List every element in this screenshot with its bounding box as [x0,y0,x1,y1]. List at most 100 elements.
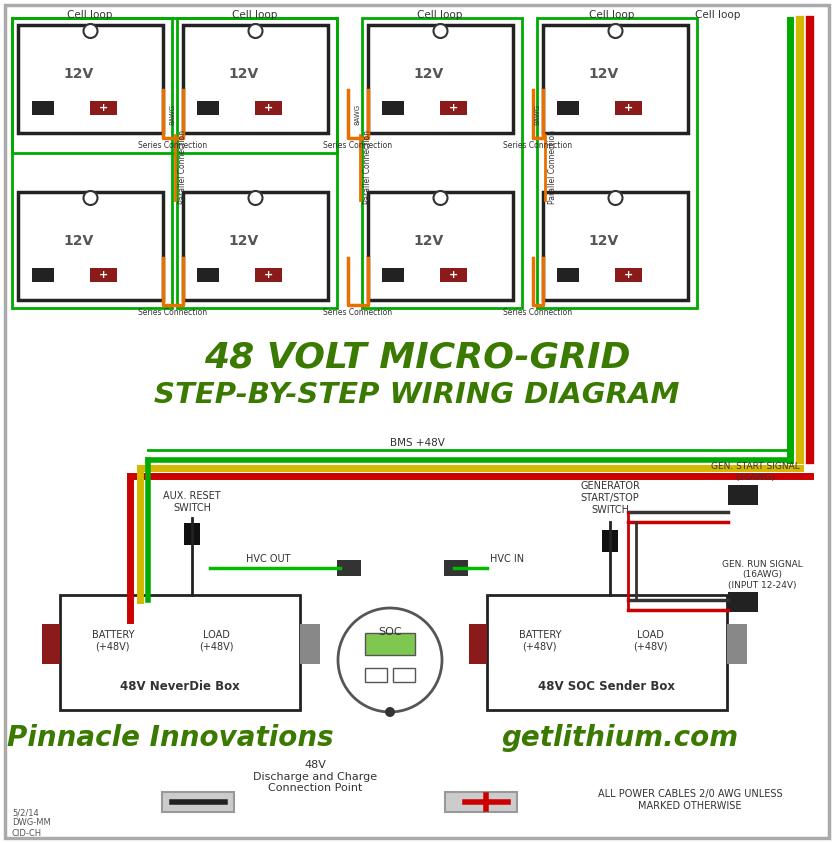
Text: STEP-BY-STEP WIRING DIAGRAM: STEP-BY-STEP WIRING DIAGRAM [154,381,680,409]
Bar [91,267,117,282]
Bar [543,25,688,133]
Bar [300,624,320,664]
Circle shape [609,24,622,38]
Text: Parallel Connection: Parallel Connection [363,131,372,205]
Bar [18,192,163,300]
Text: SOC: SOC [378,627,402,637]
Bar [91,100,117,115]
Text: 48V NeverDie Box: 48V NeverDie Box [120,680,240,694]
Text: Series Connection: Series Connection [504,141,573,150]
Text: 8AWG: 8AWG [170,104,176,125]
Bar [368,192,513,300]
Bar [162,792,234,812]
Text: LOAD
(+48V): LOAD (+48V) [198,631,234,652]
Text: Series Connection: Series Connection [324,141,393,150]
Text: Cell loop: Cell loop [590,10,635,20]
Bar [440,267,466,282]
Bar [440,100,466,115]
Text: 48V
Discharge and Charge
Connection Point: 48V Discharge and Charge Connection Poin… [253,760,377,793]
Text: 12V: 12V [229,67,259,81]
Text: Pinnacle Innovations: Pinnacle Innovations [7,724,334,752]
Text: 48 VOLT MICRO-GRID: 48 VOLT MICRO-GRID [203,341,631,375]
Text: GEN. START SIGNAL
(20AWG): GEN. START SIGNAL (20AWG) [711,462,799,481]
Text: +: + [624,103,633,113]
Bar [177,18,337,308]
Text: 12V: 12V [589,67,619,81]
Text: 8AWG: 8AWG [355,104,361,125]
Circle shape [385,707,395,717]
Circle shape [249,24,263,38]
Bar [18,25,163,133]
Bar [362,18,522,308]
Text: 12V: 12V [63,67,94,81]
Bar [365,668,387,682]
Bar [198,100,219,115]
Text: 8AWG: 8AWG [535,104,541,125]
Bar [198,267,219,282]
Text: LOAD
(+48V): LOAD (+48V) [633,631,667,652]
Circle shape [338,608,442,712]
Text: GEN. RUN SIGNAL
(16AWG)
(INPUT 12-24V): GEN. RUN SIGNAL (16AWG) (INPUT 12-24V) [721,560,802,590]
Text: Cell loop: Cell loop [233,10,278,20]
Text: getlithium.com: getlithium.com [501,724,739,752]
Bar [728,485,758,505]
Bar [33,267,54,282]
Text: Series Connection: Series Connection [138,141,208,150]
Bar [557,267,580,282]
Bar [393,668,415,682]
Text: Cell loop: Cell loop [68,10,113,20]
Bar [537,18,697,308]
Text: +: + [99,270,108,280]
Bar [12,18,172,308]
Bar [727,624,747,664]
Text: BATTERY
(+48V): BATTERY (+48V) [92,631,134,652]
Bar [183,25,328,133]
Text: HVC IN: HVC IN [490,554,524,564]
Bar [444,560,468,576]
Text: Cell loop: Cell loop [696,10,741,20]
Text: ALL POWER CABLES 2/0 AWG UNLESS
MARKED OTHERWISE: ALL POWER CABLES 2/0 AWG UNLESS MARKED O… [598,789,782,811]
Text: +: + [449,103,458,113]
Text: Parallel Connection: Parallel Connection [548,131,557,205]
Text: Series Connection: Series Connection [138,308,208,317]
Bar [12,18,337,153]
Bar [184,523,200,545]
Bar [383,100,404,115]
Bar [543,192,688,300]
Text: +: + [449,270,458,280]
Bar [615,267,641,282]
Circle shape [434,191,448,205]
Text: 12V: 12V [63,234,94,248]
Bar [337,560,361,576]
Bar [602,530,618,552]
Bar [615,100,641,115]
Bar [445,792,517,812]
Text: +: + [99,103,108,113]
Text: AUX. RESET
SWITCH: AUX. RESET SWITCH [163,491,221,513]
Bar [60,595,300,710]
Text: BMS +48V: BMS +48V [389,438,445,448]
Text: Parallel Connection: Parallel Connection [178,131,187,205]
Text: BATTERY
(+48V): BATTERY (+48V) [519,631,561,652]
Bar [557,100,580,115]
Text: 12V: 12V [414,234,444,248]
Bar [728,592,758,612]
Text: Series Connection: Series Connection [324,308,393,317]
Bar [42,624,60,664]
Text: Series Connection: Series Connection [504,308,573,317]
Bar [255,100,282,115]
Text: GENERATOR
START/STOP
SWITCH: GENERATOR START/STOP SWITCH [580,481,640,514]
Text: HVC OUT: HVC OUT [246,554,290,564]
Bar [368,25,513,133]
Circle shape [83,191,98,205]
Bar [33,100,54,115]
Circle shape [609,191,622,205]
Text: 12V: 12V [414,67,444,81]
Circle shape [83,24,98,38]
Text: +: + [264,103,274,113]
Text: Cell loop: Cell loop [417,10,463,20]
Bar [365,633,415,655]
Bar [255,267,282,282]
Text: +: + [264,270,274,280]
Text: 5/2/14
DWG-MM
CID-CH: 5/2/14 DWG-MM CID-CH [12,808,51,838]
